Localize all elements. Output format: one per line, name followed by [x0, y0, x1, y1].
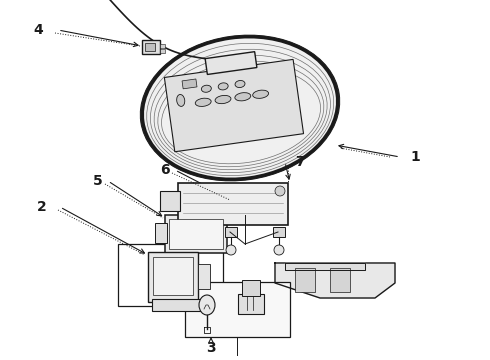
Bar	[198, 264, 210, 289]
Ellipse shape	[201, 85, 211, 92]
Bar	[160, 44, 165, 48]
Bar	[160, 191, 180, 211]
Ellipse shape	[143, 37, 337, 179]
Bar	[185, 282, 290, 337]
Polygon shape	[285, 263, 365, 270]
Bar	[295, 268, 315, 292]
Bar	[238, 294, 264, 314]
Bar	[145, 43, 155, 51]
Text: 3: 3	[206, 341, 216, 355]
Bar	[178, 183, 288, 225]
Bar	[225, 227, 237, 237]
Ellipse shape	[195, 98, 211, 107]
Text: 1: 1	[410, 150, 420, 164]
Bar	[165, 215, 227, 253]
Text: 6: 6	[160, 163, 170, 177]
Polygon shape	[275, 263, 395, 298]
Bar	[242, 280, 260, 296]
Text: 7: 7	[295, 155, 305, 169]
Circle shape	[226, 245, 236, 255]
Bar	[148, 252, 198, 302]
Bar	[142, 40, 160, 54]
Ellipse shape	[215, 95, 231, 104]
Bar	[182, 79, 197, 89]
Bar	[118, 244, 223, 306]
Bar	[160, 49, 165, 53]
Bar	[155, 223, 167, 243]
Ellipse shape	[140, 35, 340, 181]
Circle shape	[274, 245, 284, 255]
Ellipse shape	[253, 90, 269, 98]
Ellipse shape	[235, 93, 251, 101]
Text: 5: 5	[93, 174, 103, 188]
Ellipse shape	[218, 83, 228, 90]
Polygon shape	[164, 59, 303, 152]
Ellipse shape	[199, 295, 215, 315]
Text: 2: 2	[37, 200, 47, 214]
Polygon shape	[205, 52, 257, 75]
Bar	[153, 257, 193, 295]
Bar	[330, 268, 350, 292]
Ellipse shape	[235, 81, 245, 87]
Text: 4: 4	[33, 23, 43, 37]
Bar	[169, 219, 223, 249]
Circle shape	[275, 186, 285, 196]
Bar	[273, 227, 285, 237]
Ellipse shape	[177, 94, 185, 107]
Bar	[152, 299, 207, 311]
